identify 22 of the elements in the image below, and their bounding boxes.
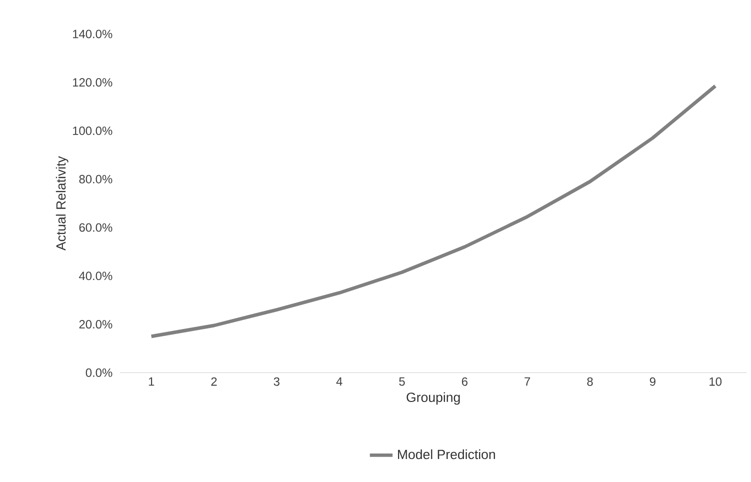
x-tick-label: 5 (399, 377, 405, 386)
y-axis-title: Actual Relativity (56, 156, 68, 251)
x-tick-label: 2 (211, 377, 217, 386)
x-tick-label: 4 (336, 377, 342, 386)
x-axis-title: Grouping (406, 392, 460, 405)
y-tick-label: 0.0% (86, 368, 112, 377)
x-tick-label: 1 (148, 377, 154, 386)
x-tick-label: 8 (587, 377, 593, 386)
y-tick-label: 20.0% (79, 320, 112, 329)
x-tick-label: 3 (274, 377, 280, 386)
line-series (150, 84, 718, 338)
x-tick-label: 7 (524, 377, 530, 386)
y-tick-label: 80.0% (79, 174, 112, 184)
legend-label: Model Prediction (398, 449, 495, 460)
y-tick-label: 140.0% (73, 30, 112, 38)
x-tick-label: 6 (462, 377, 468, 386)
y-tick-label: 60.0% (79, 223, 112, 232)
x-tick-label: 9 (650, 377, 656, 386)
y-tick-label: 100.0% (73, 126, 112, 135)
x-tick-label: 10 (710, 377, 722, 386)
y-tick-label: 40.0% (79, 272, 112, 280)
y-tick-label: 120.0% (73, 78, 112, 87)
